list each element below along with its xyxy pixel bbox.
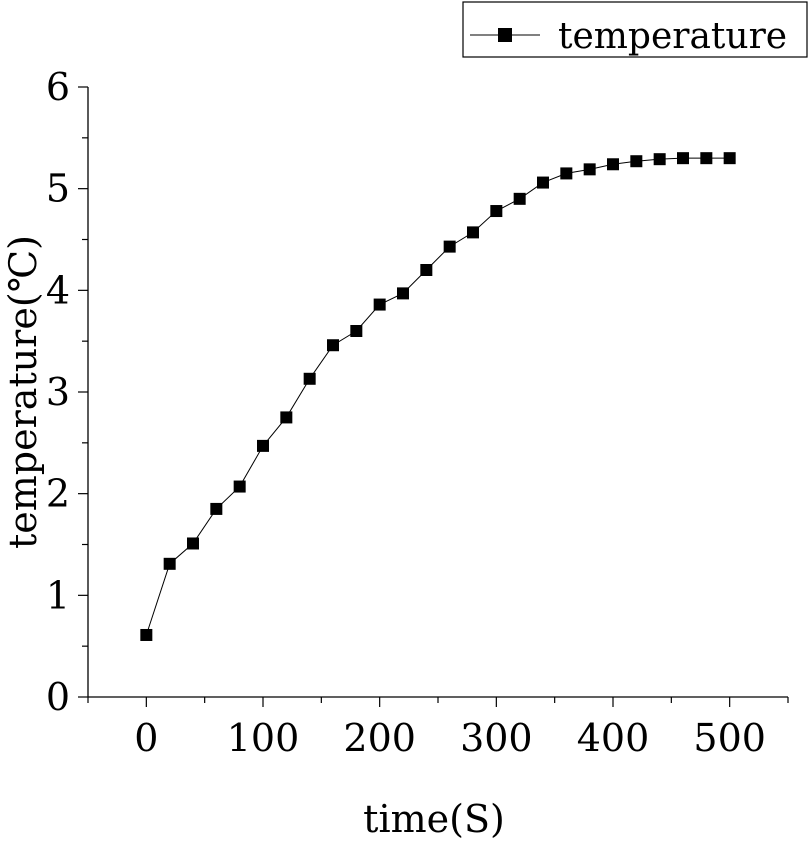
data-point	[373, 298, 386, 311]
data-point	[560, 167, 573, 180]
data-point	[583, 163, 596, 176]
y-tick-label: 3	[46, 370, 70, 414]
data-point	[490, 205, 503, 218]
tick-labels: 0 100 200 300 400 500 0 1 2 3 4 5 6	[46, 65, 766, 760]
x-tick-label: 200	[343, 716, 416, 760]
data-point	[677, 152, 689, 165]
data-point	[700, 152, 713, 165]
data-point	[513, 192, 526, 205]
x-axis-title: time(S)	[363, 797, 505, 838]
y-tick-label: 5	[46, 167, 70, 211]
data-point	[630, 155, 643, 168]
y-tick-label: 2	[46, 472, 70, 516]
legend-marker	[498, 28, 512, 42]
data-point	[653, 153, 666, 166]
series	[140, 152, 736, 641]
x-tick-label: 0	[134, 716, 158, 760]
y-tick-label: 1	[46, 573, 70, 617]
data-point	[350, 325, 363, 337]
data-point	[303, 372, 316, 385]
y-tick-label: 4	[46, 268, 70, 312]
data-point	[607, 158, 619, 171]
legend: temperature	[462, 1, 808, 58]
data-point	[420, 264, 433, 276]
x-tick-label: 400	[577, 716, 650, 760]
data-point	[140, 628, 153, 641]
ticks	[78, 86, 789, 707]
x-tick-label: 100	[227, 716, 300, 760]
series-line	[145, 157, 730, 636]
data-point	[327, 339, 339, 352]
data-point	[257, 439, 269, 452]
data-point	[187, 537, 199, 550]
axes	[87, 87, 788, 698]
data-point	[210, 502, 223, 515]
data-point	[723, 152, 736, 165]
y-tick-label: 6	[46, 65, 70, 109]
legend-label: temperature	[558, 16, 787, 57]
y-axis-title: temperature(℃)	[1, 235, 45, 549]
legend-box	[462, 1, 808, 58]
data-point	[280, 411, 293, 424]
data-point	[443, 240, 456, 253]
x-tick-label: 500	[693, 716, 766, 760]
data-point	[397, 287, 409, 300]
data-point	[467, 226, 479, 239]
data-point	[163, 557, 176, 570]
y-tick-label: 0	[46, 675, 70, 719]
x-tick-label: 300	[460, 716, 533, 760]
data-point	[537, 176, 549, 189]
data-point	[233, 480, 246, 493]
